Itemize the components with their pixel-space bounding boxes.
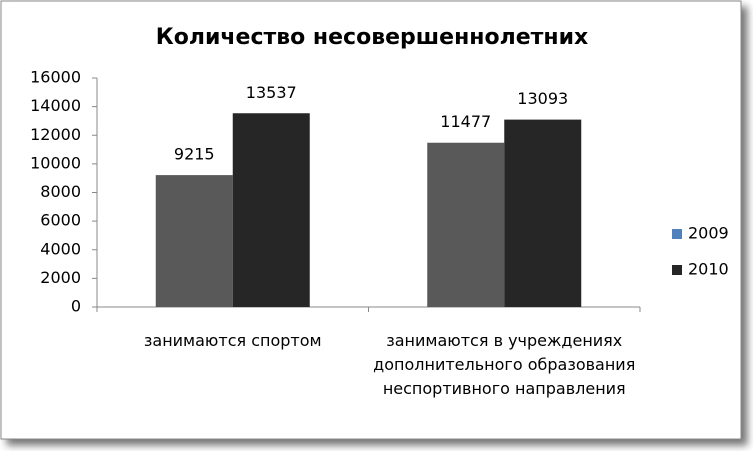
- chart-title: Количество несовершеннолетних: [156, 25, 588, 50]
- data-label: 11477: [440, 112, 491, 131]
- bar: [155, 175, 233, 307]
- legend-swatch: [672, 265, 682, 275]
- x-tick-label: занимаются в учреждениях дополнительного…: [373, 331, 636, 398]
- y-tick-label: 14000: [30, 96, 81, 115]
- bar: [504, 119, 582, 307]
- data-label: 9215: [174, 145, 215, 164]
- y-tick-label: 12000: [30, 125, 81, 144]
- bar: [232, 113, 310, 308]
- y-tick-label: 8000: [40, 182, 81, 201]
- y-tick-label: 4000: [40, 239, 81, 258]
- y-tick-label: 2000: [40, 268, 81, 287]
- y-tick-label: 16000: [30, 68, 81, 87]
- y-tick-label: 10000: [30, 153, 81, 172]
- y-tick-label: 6000: [40, 211, 81, 230]
- data-label: 13093: [517, 89, 568, 108]
- bar: [427, 142, 505, 307]
- legend-label: 2009: [688, 224, 729, 243]
- legend-swatch: [672, 229, 682, 239]
- legend-label: 2010: [688, 260, 729, 279]
- data-label: 13537: [246, 83, 297, 102]
- y-tick-label: 0: [71, 297, 81, 316]
- chart-border: [0, 0, 742, 440]
- x-tick-label: занимаются спортом: [143, 331, 322, 350]
